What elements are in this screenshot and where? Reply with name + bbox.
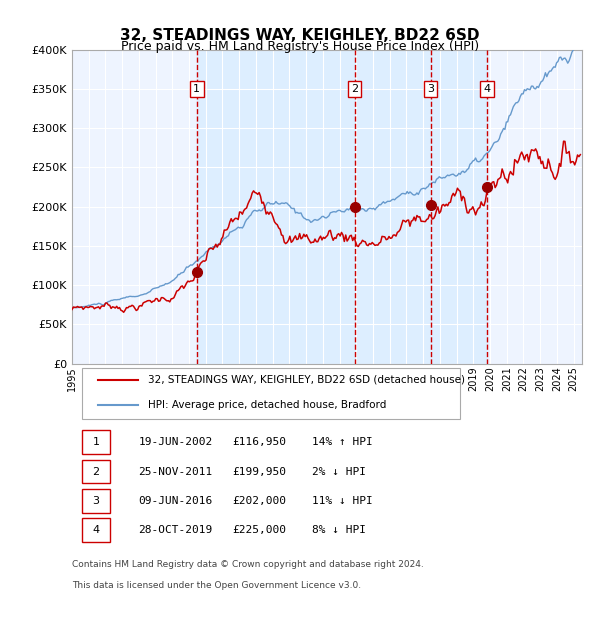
FancyBboxPatch shape	[82, 368, 460, 418]
Text: HPI: Average price, detached house, Bradford: HPI: Average price, detached house, Brad…	[149, 401, 387, 410]
Text: £199,950: £199,950	[232, 467, 286, 477]
Text: £116,950: £116,950	[232, 437, 286, 447]
Text: 3: 3	[92, 496, 100, 506]
Text: 1: 1	[193, 84, 200, 94]
Text: 2: 2	[92, 467, 100, 477]
FancyBboxPatch shape	[82, 518, 110, 542]
Text: Contains HM Land Registry data © Crown copyright and database right 2024.: Contains HM Land Registry data © Crown c…	[72, 560, 424, 569]
Text: 4: 4	[484, 84, 491, 94]
Text: 2: 2	[351, 84, 358, 94]
Text: 11% ↓ HPI: 11% ↓ HPI	[312, 496, 373, 506]
Text: 2% ↓ HPI: 2% ↓ HPI	[312, 467, 366, 477]
Bar	[197, 50, 487, 364]
Text: 3: 3	[427, 84, 434, 94]
Text: £225,000: £225,000	[232, 525, 286, 535]
Text: 14% ↑ HPI: 14% ↑ HPI	[312, 437, 373, 447]
Text: 09-JUN-2016: 09-JUN-2016	[139, 496, 212, 506]
Text: 32, STEADINGS WAY, KEIGHLEY, BD22 6SD: 32, STEADINGS WAY, KEIGHLEY, BD22 6SD	[120, 28, 480, 43]
Text: 4: 4	[92, 525, 100, 535]
Text: Price paid vs. HM Land Registry's House Price Index (HPI): Price paid vs. HM Land Registry's House …	[121, 40, 479, 53]
Text: This data is licensed under the Open Government Licence v3.0.: This data is licensed under the Open Gov…	[72, 581, 361, 590]
Text: 19-JUN-2002: 19-JUN-2002	[139, 437, 212, 447]
Text: 25-NOV-2011: 25-NOV-2011	[139, 467, 212, 477]
Text: 8% ↓ HPI: 8% ↓ HPI	[312, 525, 366, 535]
Text: 32, STEADINGS WAY, KEIGHLEY, BD22 6SD (detached house): 32, STEADINGS WAY, KEIGHLEY, BD22 6SD (d…	[149, 375, 466, 385]
FancyBboxPatch shape	[82, 489, 110, 513]
Text: £202,000: £202,000	[232, 496, 286, 506]
Text: 1: 1	[92, 437, 100, 447]
FancyBboxPatch shape	[82, 430, 110, 454]
Text: 28-OCT-2019: 28-OCT-2019	[139, 525, 212, 535]
FancyBboxPatch shape	[82, 459, 110, 484]
